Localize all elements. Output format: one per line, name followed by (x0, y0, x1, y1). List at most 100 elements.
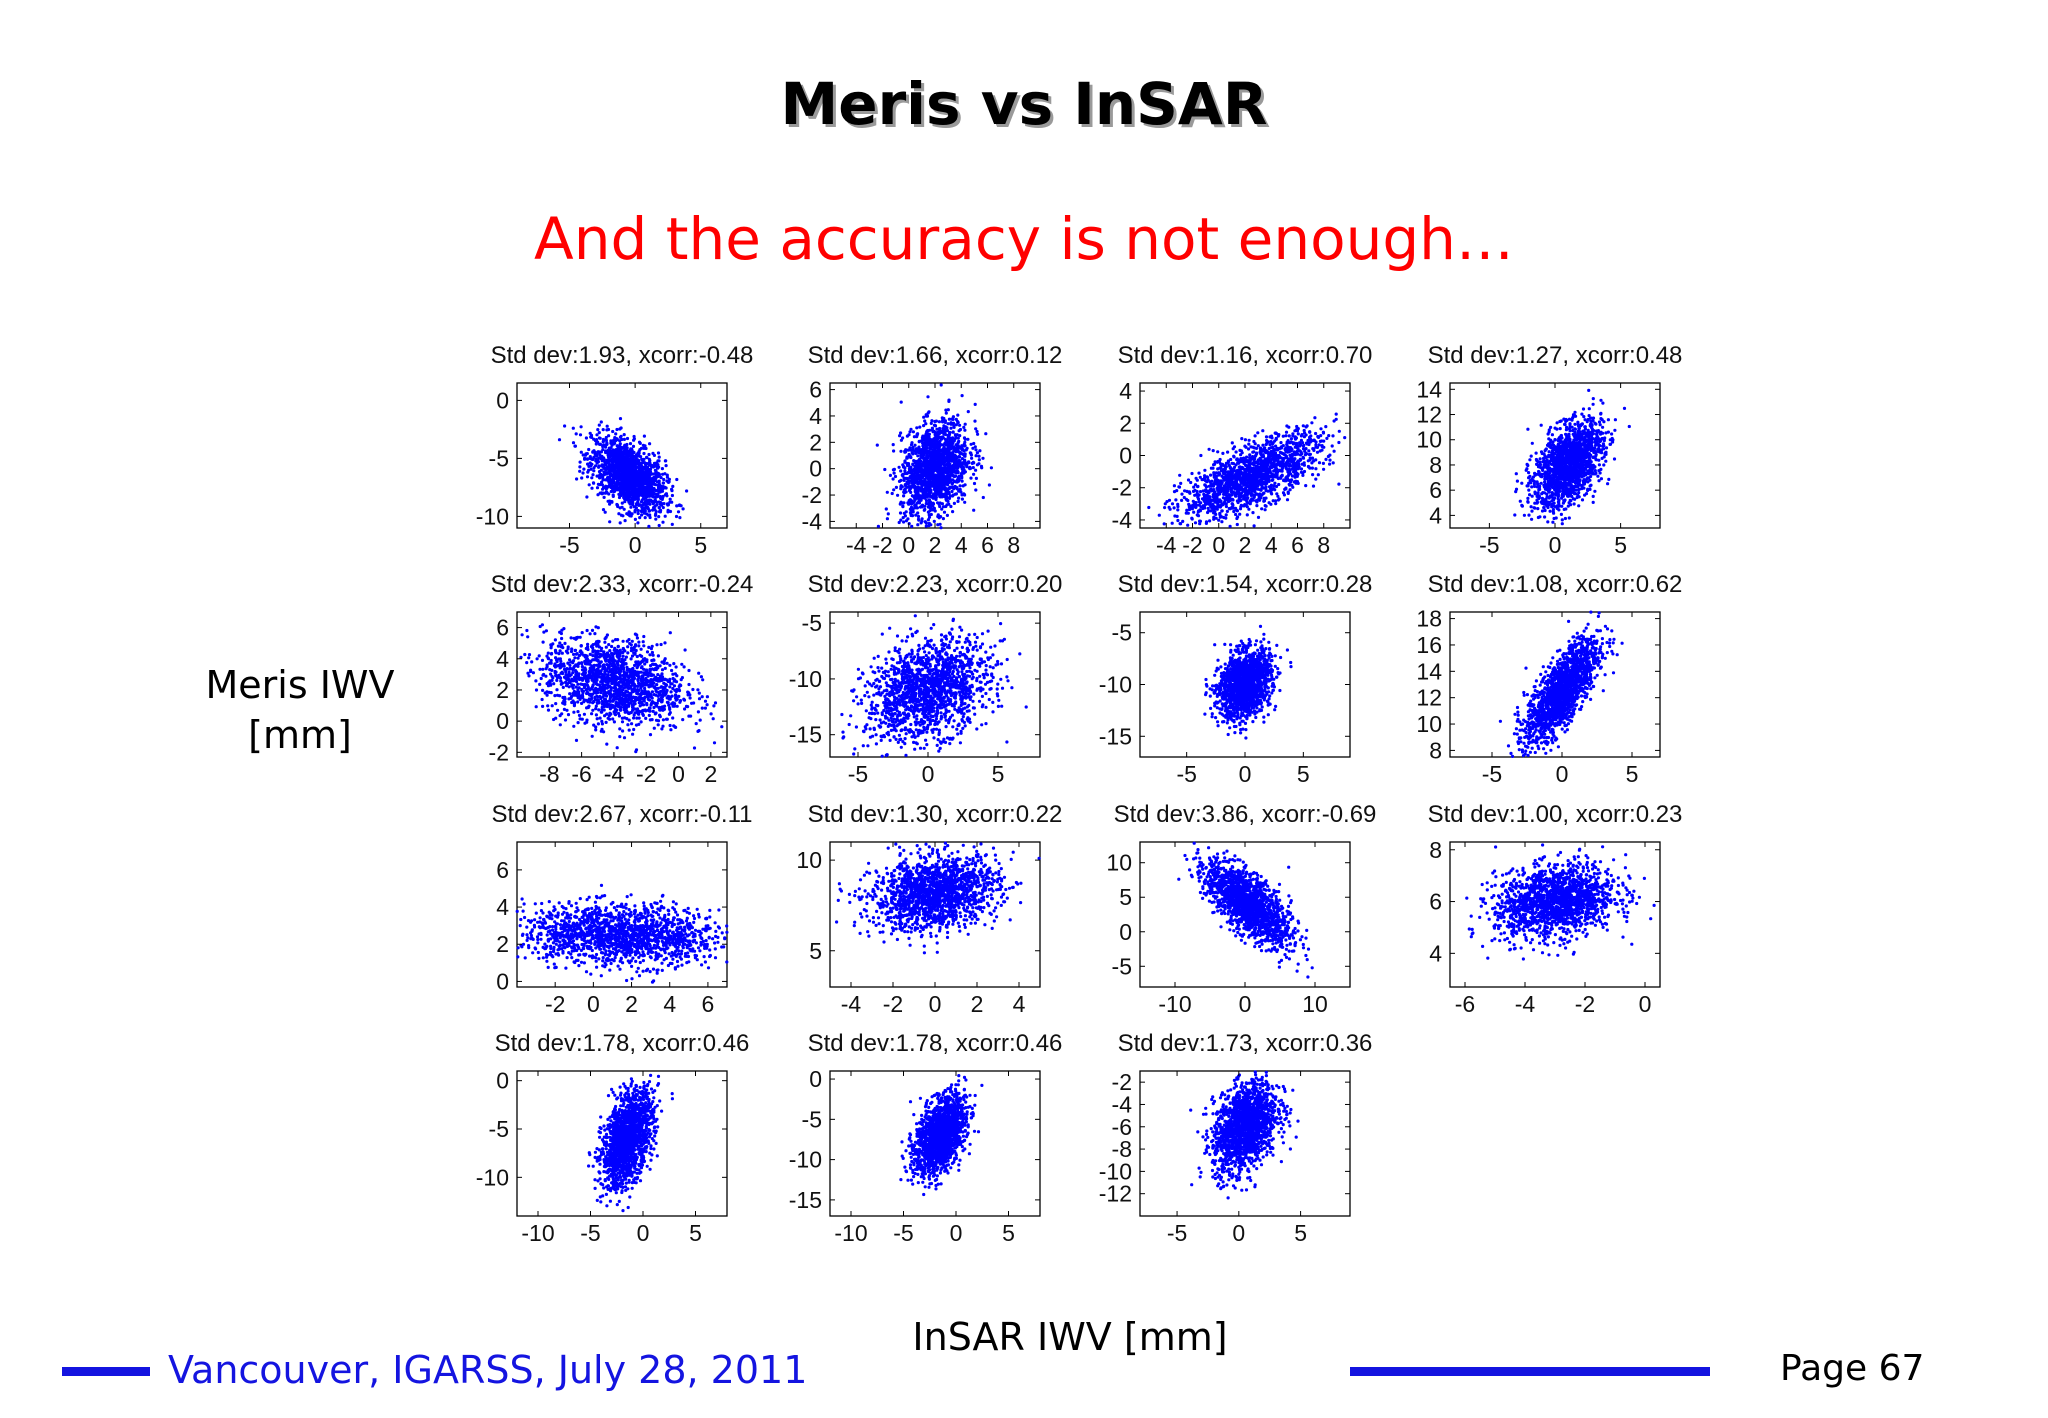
data-point (641, 458, 644, 461)
data-point (1247, 443, 1250, 446)
data-point (645, 487, 648, 490)
data-point (623, 466, 626, 469)
data-point (615, 503, 618, 506)
data-point (964, 483, 967, 486)
data-point (634, 455, 637, 458)
data-point (613, 457, 616, 460)
data-point (889, 474, 892, 477)
data-point (1217, 474, 1220, 477)
data-point (928, 433, 931, 436)
data-point (634, 465, 637, 468)
data-point (1291, 467, 1294, 470)
data-point (913, 444, 916, 447)
y-tick-label: -10 (476, 503, 509, 529)
data-point (621, 483, 624, 486)
data-point (664, 459, 667, 462)
data-point (1279, 441, 1282, 444)
data-point (940, 470, 943, 473)
data-point (662, 478, 665, 481)
data-point (598, 431, 601, 434)
data-point (665, 464, 668, 467)
data-point (961, 457, 964, 460)
data-point (1199, 454, 1202, 457)
data-point (1285, 431, 1288, 434)
data-point (573, 445, 576, 448)
data-point (626, 437, 629, 440)
data-point (612, 473, 615, 476)
data-point (590, 487, 593, 490)
data-point (1304, 484, 1307, 487)
data-point (598, 470, 601, 473)
data-point (951, 431, 954, 434)
data-point (1318, 461, 1321, 464)
data-point (598, 453, 601, 456)
data-point (938, 456, 941, 459)
data-point (590, 468, 593, 471)
data-point (957, 471, 960, 474)
data-point (622, 479, 625, 482)
data-point (678, 516, 681, 519)
data-point (948, 497, 951, 500)
data-point (1331, 444, 1334, 447)
data-point (948, 418, 951, 421)
y-tick-label: -4 (802, 508, 823, 534)
data-point (899, 450, 902, 453)
data-point (643, 435, 646, 438)
data-point (911, 452, 914, 455)
data-point (1328, 463, 1331, 466)
data-point (617, 462, 620, 465)
data-point (974, 488, 977, 491)
data-point (607, 428, 610, 431)
data-point (619, 521, 622, 524)
data-point (1210, 480, 1213, 483)
data-point (1300, 433, 1303, 436)
data-point (636, 521, 639, 524)
data-point (902, 520, 905, 523)
data-point (615, 486, 618, 489)
data-point (1176, 503, 1179, 506)
data-point (947, 458, 950, 461)
data-point (961, 394, 964, 397)
data-point (916, 432, 919, 435)
data-point (587, 448, 590, 451)
data-point (1203, 469, 1206, 472)
data-point (645, 474, 648, 477)
data-point (923, 461, 926, 464)
data-point (937, 488, 940, 491)
data-point (1208, 519, 1211, 522)
data-point (610, 500, 613, 503)
data-point (900, 439, 903, 442)
data-point (1284, 434, 1287, 437)
data-point (558, 438, 561, 441)
data-point (680, 504, 683, 507)
data-point (899, 487, 902, 490)
data-point (627, 499, 630, 502)
data-point (638, 490, 641, 493)
data-point (1239, 507, 1242, 510)
data-point (926, 395, 929, 398)
data-point (948, 463, 951, 466)
data-point (922, 442, 925, 445)
data-point (932, 464, 935, 467)
data-point (580, 425, 583, 428)
data-point (1171, 502, 1174, 505)
data-point (951, 510, 954, 513)
data-point (637, 509, 640, 512)
data-point (925, 521, 928, 524)
data-point (1293, 461, 1296, 464)
data-point (582, 468, 585, 471)
data-point (930, 422, 933, 425)
data-point (661, 485, 664, 488)
x-tick-label: 5 (694, 532, 707, 558)
data-point (899, 511, 902, 514)
data-point (1189, 481, 1192, 484)
data-point (590, 476, 593, 479)
data-point (1274, 499, 1277, 502)
data-point (653, 479, 656, 482)
data-point (1254, 434, 1257, 437)
data-point (637, 498, 640, 501)
data-point (1192, 490, 1195, 493)
data-point (642, 452, 645, 455)
data-point (918, 477, 921, 480)
data-point (927, 492, 930, 495)
